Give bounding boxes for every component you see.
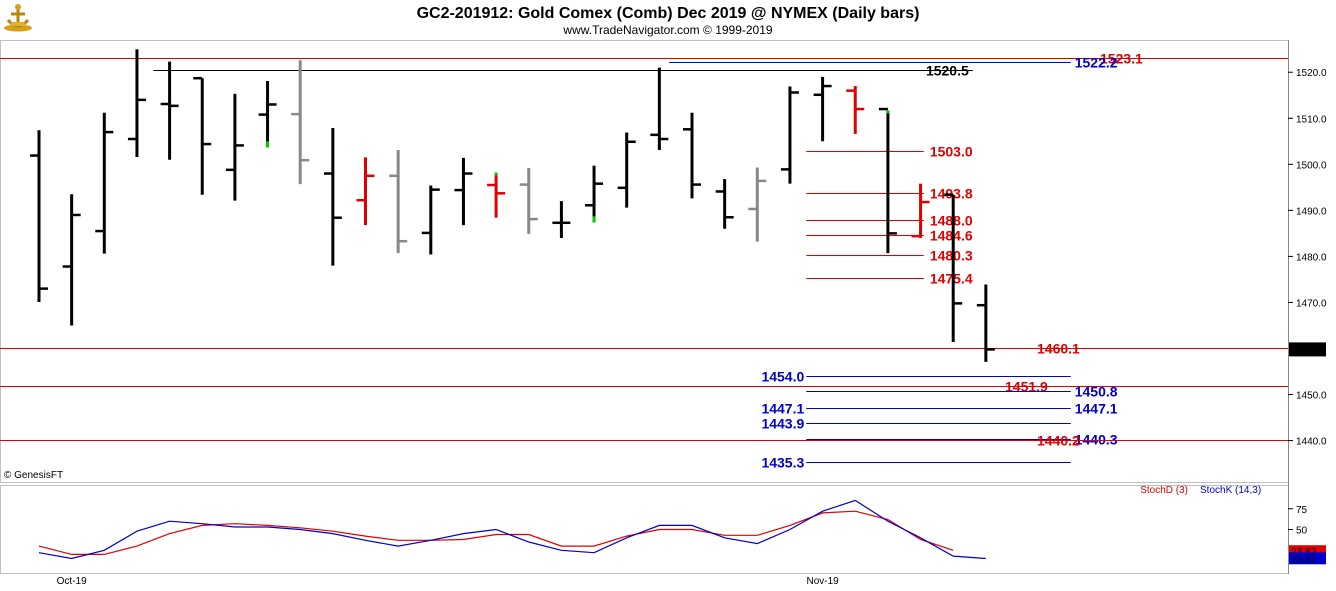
price-bar (160, 61, 179, 160)
price-bar (258, 80, 277, 148)
level-label: 1480.3 (930, 248, 973, 264)
stoch-y-tick-label: 75 (1296, 505, 1308, 516)
y-tick-label: 1440.0 (1296, 437, 1327, 448)
stoch-line (38, 510, 954, 556)
price-bar (683, 112, 701, 199)
price-bar (585, 165, 604, 223)
x-tick-label: Oct-19 (57, 576, 87, 587)
logo (4, 4, 32, 32)
y-tick-label: 1510.0 (1296, 114, 1327, 125)
level-label: 1522.2 (1075, 55, 1118, 71)
price-bar (487, 172, 506, 218)
x-tick-label: Nov-19 (806, 576, 839, 587)
price-bar (846, 86, 865, 134)
price-bar (193, 76, 212, 195)
price-levels: 1523.11522.21520.51503.01493.81488.01484… (0, 51, 1288, 471)
price-bar (617, 132, 636, 208)
chart-subtitle: www.TradeNavigator.com © 1999-2019 (562, 23, 772, 37)
price-bar (62, 194, 81, 326)
last-price-label: 1459.8 (1291, 345, 1322, 356)
genesis-anchor-logo-icon (4, 4, 32, 32)
level-label: 1451.9 (1005, 379, 1048, 395)
stoch-last-label: 15.31 (1291, 554, 1316, 565)
y-tick-label: 1480.0 (1296, 252, 1327, 263)
y-tick-label: 1470.0 (1296, 298, 1327, 309)
price-y-axis: 1520.0 1510.0 1500.0 1490.0 1480.0 1470.0 1450… (1288, 68, 1327, 448)
date-axis: Oct-19 Nov-19 (57, 576, 840, 587)
level-label: 1440.3 (1075, 432, 1118, 448)
level-label: 1447.1 (761, 401, 804, 417)
stoch-y-tick-label: 50 (1296, 526, 1308, 537)
price-bar (552, 201, 571, 238)
chart-title: GC2-201912: Gold Comex (Comb) Dec 2019 @… (417, 5, 920, 22)
last-price-badge (1289, 342, 1326, 357)
price-bar (291, 60, 310, 185)
stoch-k-legend: StochK (14,3) (1200, 485, 1261, 496)
stoch-line (38, 499, 986, 560)
price-bar (389, 150, 408, 254)
y-tick-label: 1450.0 (1296, 391, 1327, 402)
price-bar (127, 49, 146, 157)
price-bar (454, 157, 473, 226)
price-bar (356, 157, 375, 226)
level-label: 1460.1 (1037, 341, 1080, 357)
price-bar (813, 76, 832, 142)
level-label: 1454.0 (761, 369, 804, 385)
price-bar (225, 93, 244, 201)
level-label: 1443.9 (761, 416, 804, 432)
level-label: 1520.5 (926, 63, 969, 79)
level-label: 1435.3 (761, 455, 804, 471)
price-bar (780, 86, 799, 184)
level-label: 1523.1 (1100, 51, 1143, 67)
level-label: 1503.0 (930, 144, 973, 160)
level-label: 1488.0 (930, 213, 973, 229)
y-tick-label: 1500.0 (1296, 160, 1327, 171)
level-label: 1484.6 (930, 228, 973, 244)
price-bar (976, 284, 995, 362)
level-label: 1450.8 (1075, 384, 1118, 400)
price-bar (421, 185, 440, 255)
stoch-last-badge (1289, 552, 1326, 565)
price-bar (95, 112, 114, 254)
stochastic-panel-frame (0, 485, 1289, 574)
price-bar (748, 167, 767, 242)
y-tick-label: 1490.0 (1296, 206, 1327, 217)
price-bar (878, 107, 897, 254)
price-bar (650, 67, 669, 151)
stoch-d-legend: StochD (3) (1140, 485, 1188, 496)
price-bars (30, 49, 995, 362)
y-tick-label: 1520.0 (1296, 68, 1327, 79)
price-bar (30, 130, 48, 302)
price-bar (911, 183, 930, 238)
price-bar (323, 127, 342, 266)
price-bar (715, 179, 734, 229)
level-label: 1447.1 (1075, 401, 1118, 417)
price-bar (944, 193, 963, 343)
level-label: 1475.4 (930, 271, 973, 287)
watermark: © GenesisFT (4, 470, 63, 481)
price-bar (519, 167, 538, 234)
level-label: 1440.2 (1037, 433, 1080, 449)
